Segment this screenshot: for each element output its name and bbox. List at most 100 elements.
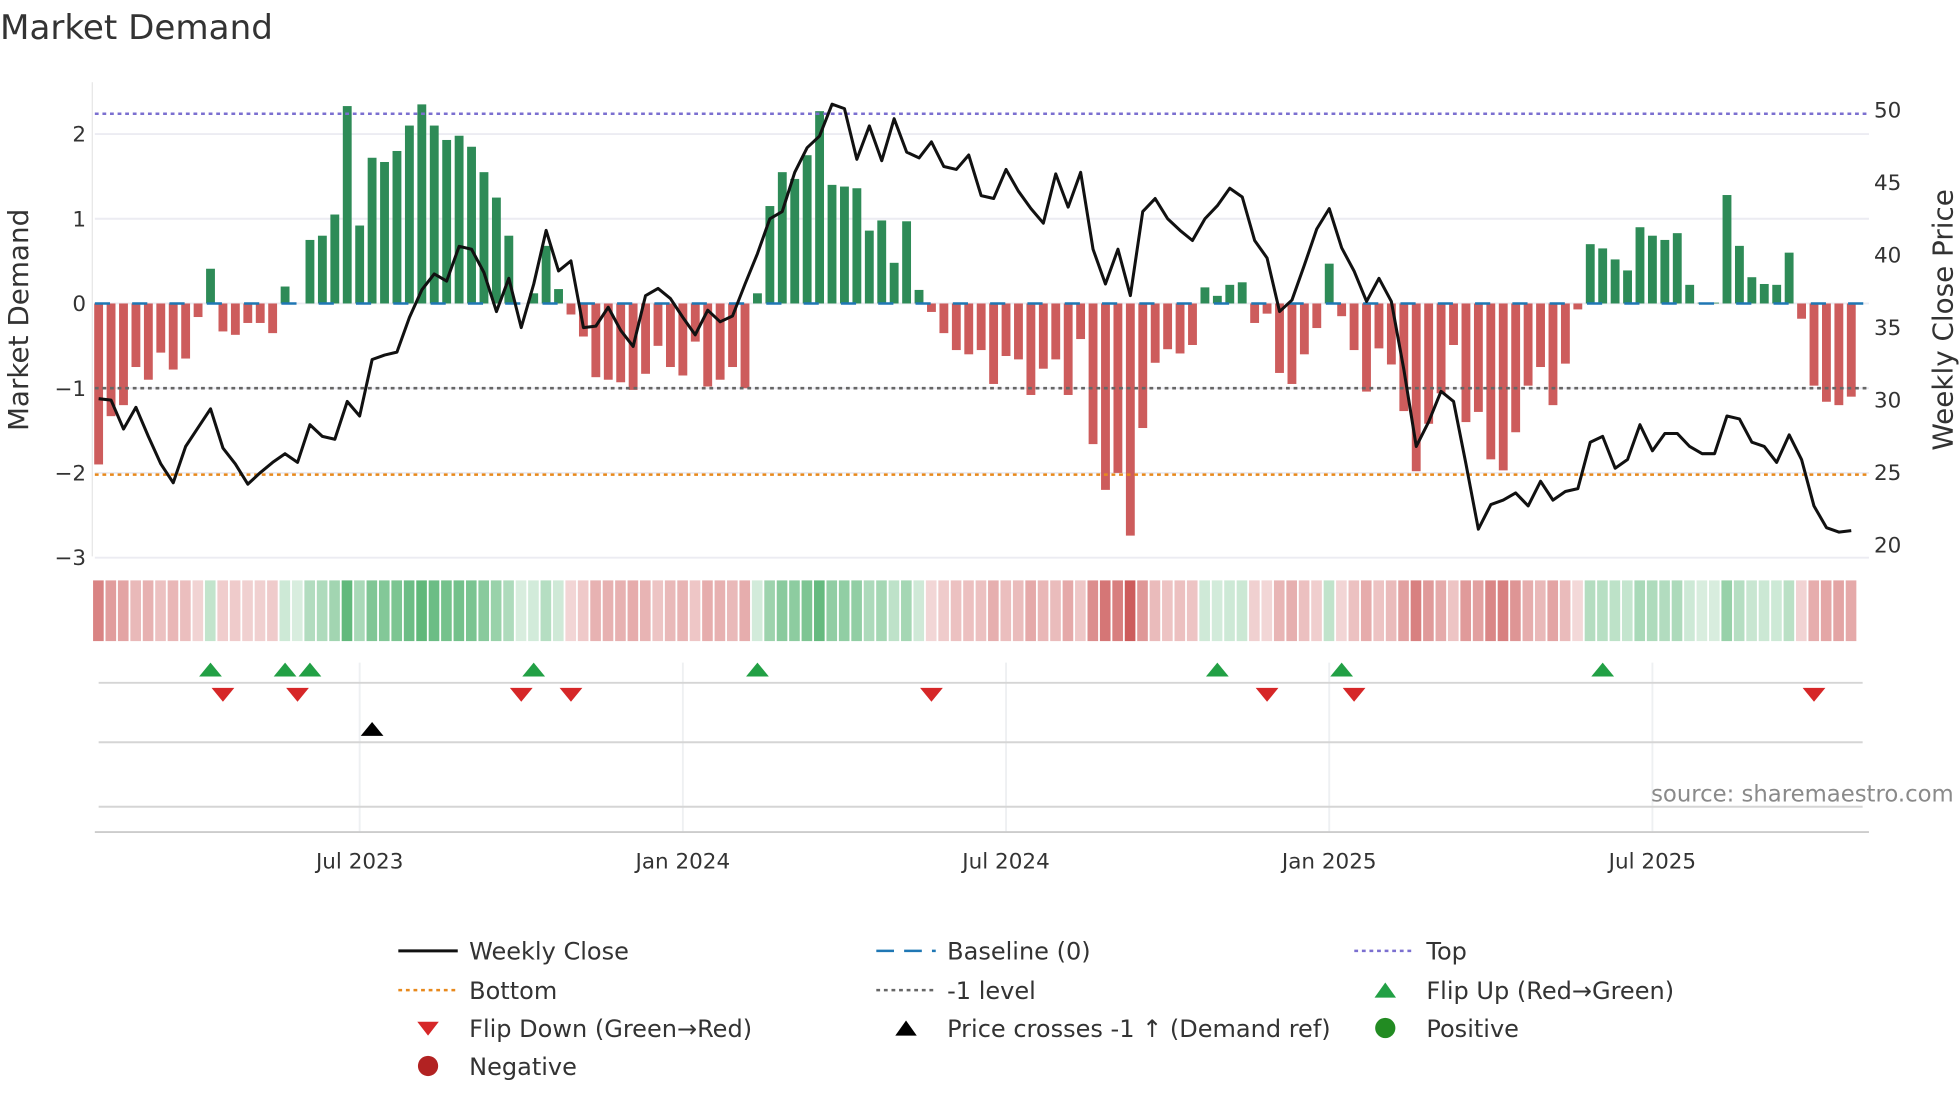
demand-bar — [1573, 303, 1583, 310]
demand-bar — [1660, 239, 1670, 304]
demand-bar — [119, 303, 128, 406]
y-tick-label: 2 — [72, 123, 86, 148]
down-triangle-icon — [417, 1021, 439, 1036]
demand-bar — [1797, 303, 1806, 319]
demand-bar — [1237, 282, 1247, 304]
heatmap-cell — [1286, 580, 1297, 642]
heatmap-cell — [1186, 580, 1198, 642]
demand-bar — [1560, 303, 1570, 364]
flip-up-marker — [199, 662, 222, 677]
heatmap-cell — [1820, 580, 1832, 642]
heatmap-cell — [1099, 580, 1111, 642]
heatmap-cell — [1311, 580, 1322, 642]
demand-bar — [380, 161, 389, 304]
legend-item-positive: Positive — [1375, 1015, 1519, 1043]
heatmap-cell — [403, 580, 415, 642]
heatmap-cell — [988, 580, 999, 642]
demand-bar — [1449, 303, 1458, 345]
heatmap-cell — [1124, 580, 1136, 642]
demand-bar — [1424, 303, 1434, 424]
heatmap-cell — [565, 580, 577, 642]
legend-item-minus-one: -1 level — [876, 977, 1036, 1005]
heatmap-cell — [130, 580, 141, 642]
heatmap-cell — [167, 580, 179, 642]
heatmap-cell — [975, 580, 987, 642]
demand-bar — [181, 303, 191, 359]
demand-bar — [703, 303, 713, 387]
demand-bar — [541, 245, 551, 304]
heatmap-cell — [1758, 580, 1770, 642]
heatmap-cell — [1162, 580, 1173, 642]
heatmap-cell — [1050, 580, 1061, 642]
demand-bar — [1262, 303, 1272, 314]
y2-tick-label: 50 — [1874, 99, 1901, 124]
heatmap-cell — [739, 580, 751, 642]
demand-bar — [1374, 303, 1384, 349]
heatmap-cell — [801, 580, 813, 642]
demand-bar — [802, 155, 812, 304]
heatmap-cell — [1646, 580, 1658, 642]
heatmap-cell — [1360, 580, 1372, 642]
heatmap-cell — [428, 580, 440, 642]
legend-label: Flip Down (Green→Red) — [469, 1015, 752, 1043]
demand-bar — [728, 303, 737, 368]
heatmap-cell — [354, 580, 365, 642]
demand-bar — [790, 178, 800, 304]
heatmap-cell — [478, 580, 490, 642]
demand-bar — [927, 303, 936, 312]
demand-bar — [193, 303, 203, 318]
heatmap-cell — [1472, 580, 1484, 642]
demand-bar — [392, 150, 402, 304]
x-axis-ticks: Jul 2023 Jan 2024 Jul 2024 Jan 2025 Jul 2025 — [314, 850, 1696, 875]
flip-down-marker — [1255, 687, 1279, 702]
heatmap-cell — [180, 580, 191, 642]
demand-bar — [1250, 303, 1260, 323]
demand-bar — [690, 303, 700, 342]
signal-panels — [94, 662, 1869, 833]
legend-item-weekly-close: Weekly Close — [398, 938, 629, 966]
demand-bar — [404, 125, 414, 304]
heatmap-cell — [913, 580, 925, 642]
heatmap-cell — [938, 580, 949, 642]
heatmap-cell — [291, 580, 303, 642]
heatmap-cell — [590, 580, 601, 642]
heatmap-cell — [1659, 580, 1670, 642]
legend-item-flip-down: Flip Down (Green→Red) — [417, 1015, 752, 1043]
demand-bar — [1759, 283, 1769, 304]
heatmap-cell — [1609, 580, 1621, 642]
heatmap-cell — [652, 580, 664, 642]
flip-up-marker — [273, 662, 297, 677]
demand-bar — [877, 220, 887, 304]
y2-tick-label: 45 — [1874, 171, 1901, 196]
demand-bar — [678, 303, 688, 376]
heatmap-cell — [1112, 580, 1123, 642]
heatmap-cell — [1087, 580, 1099, 642]
heatmap-cell — [950, 580, 962, 642]
heatmap-cell — [577, 580, 589, 642]
heatmap-cell — [229, 580, 241, 642]
demand-bar — [740, 303, 750, 389]
heatmap-cell — [93, 580, 104, 642]
y2-tick-label: 30 — [1874, 389, 1901, 414]
demand-bar — [566, 303, 576, 315]
demand-bar — [902, 221, 912, 304]
demand-bar — [1585, 244, 1595, 304]
heatmap-cell — [416, 580, 427, 642]
demand-bar — [491, 197, 501, 304]
legend-label: Weekly Close — [469, 938, 629, 966]
demand-bar — [815, 111, 825, 304]
heatmap-cell — [267, 580, 278, 642]
heatmap-cell — [1025, 580, 1036, 642]
y-tick-label: −2 — [54, 462, 86, 487]
y2-tick-label: 40 — [1874, 244, 1901, 269]
heatmap-cell — [279, 580, 291, 642]
demand-bar — [417, 104, 427, 304]
demand-bar — [964, 303, 974, 355]
heatmap-cell — [465, 580, 477, 642]
demand-bar — [989, 303, 999, 384]
y2-tick-label: 35 — [1874, 316, 1901, 341]
heatmap-cell — [1137, 580, 1148, 642]
demand-bar — [467, 146, 476, 304]
flip-down-marker — [509, 687, 533, 702]
heatmap-cell — [1833, 580, 1844, 642]
